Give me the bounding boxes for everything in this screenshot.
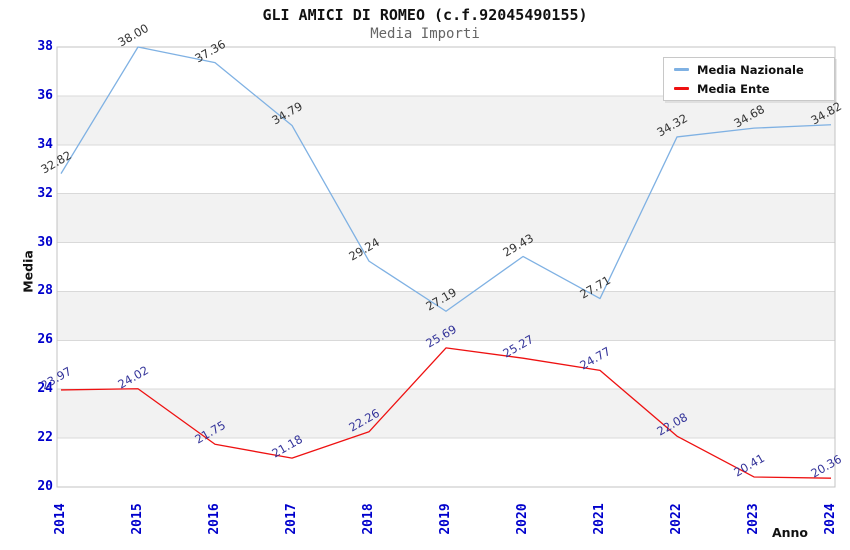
- line-marker-icon: [674, 68, 689, 71]
- x-tick-label: 2016: [207, 503, 222, 535]
- x-tick-label: 2020: [515, 503, 530, 535]
- legend-item-media-nazionale: Media Nazionale: [674, 62, 834, 78]
- plot-band: [57, 389, 835, 439]
- chart-title: GLI AMICI DI ROMEO (c.f.92045490155): [262, 6, 588, 24]
- y-tick-label: 20: [37, 479, 53, 494]
- x-tick-label: 2019: [438, 503, 453, 535]
- y-tick-label: 32: [37, 185, 53, 201]
- x-tick-label: 2021: [592, 503, 607, 535]
- y-tick-label: 30: [37, 234, 53, 250]
- x-tick-label: 2017: [284, 503, 299, 535]
- x-tick-label: 2024: [823, 503, 838, 535]
- plot-border: [56, 46, 836, 488]
- y-tick-label: 24: [37, 381, 53, 397]
- x-tick-label: 2018: [361, 503, 376, 535]
- y-axis-title: Media: [20, 250, 36, 293]
- plot-band: [57, 291, 835, 341]
- x-tick-label: 2022: [669, 503, 684, 535]
- y-tick-label: 28: [37, 283, 53, 299]
- x-tick-label: 2015: [130, 503, 145, 535]
- legend-label: Media Ente: [697, 81, 770, 96]
- y-tick-label: 26: [37, 332, 53, 348]
- x-tick-label: 2014: [53, 503, 68, 535]
- y-tick-label: 38: [37, 39, 53, 54]
- y-tick-label: 36: [37, 87, 53, 103]
- series-line-media-ente: [60, 347, 832, 479]
- y-tick-label: 34: [37, 136, 53, 152]
- x-tick-label: 2023: [746, 503, 761, 535]
- series-line-media-nazionale: [60, 46, 832, 312]
- plot-band: [57, 193, 835, 243]
- legend-label: Media Nazionale: [697, 62, 804, 77]
- y-tick-label: 22: [37, 430, 53, 446]
- x-axis-title: Anno: [771, 525, 808, 540]
- chart-subtitle: Media Importi: [370, 26, 480, 42]
- plot-band: [57, 95, 835, 145]
- legend-item-media-ente: Media Ente: [674, 81, 834, 97]
- legend: Media Nazionale Media Ente: [663, 57, 835, 101]
- line-marker-icon: [674, 87, 689, 90]
